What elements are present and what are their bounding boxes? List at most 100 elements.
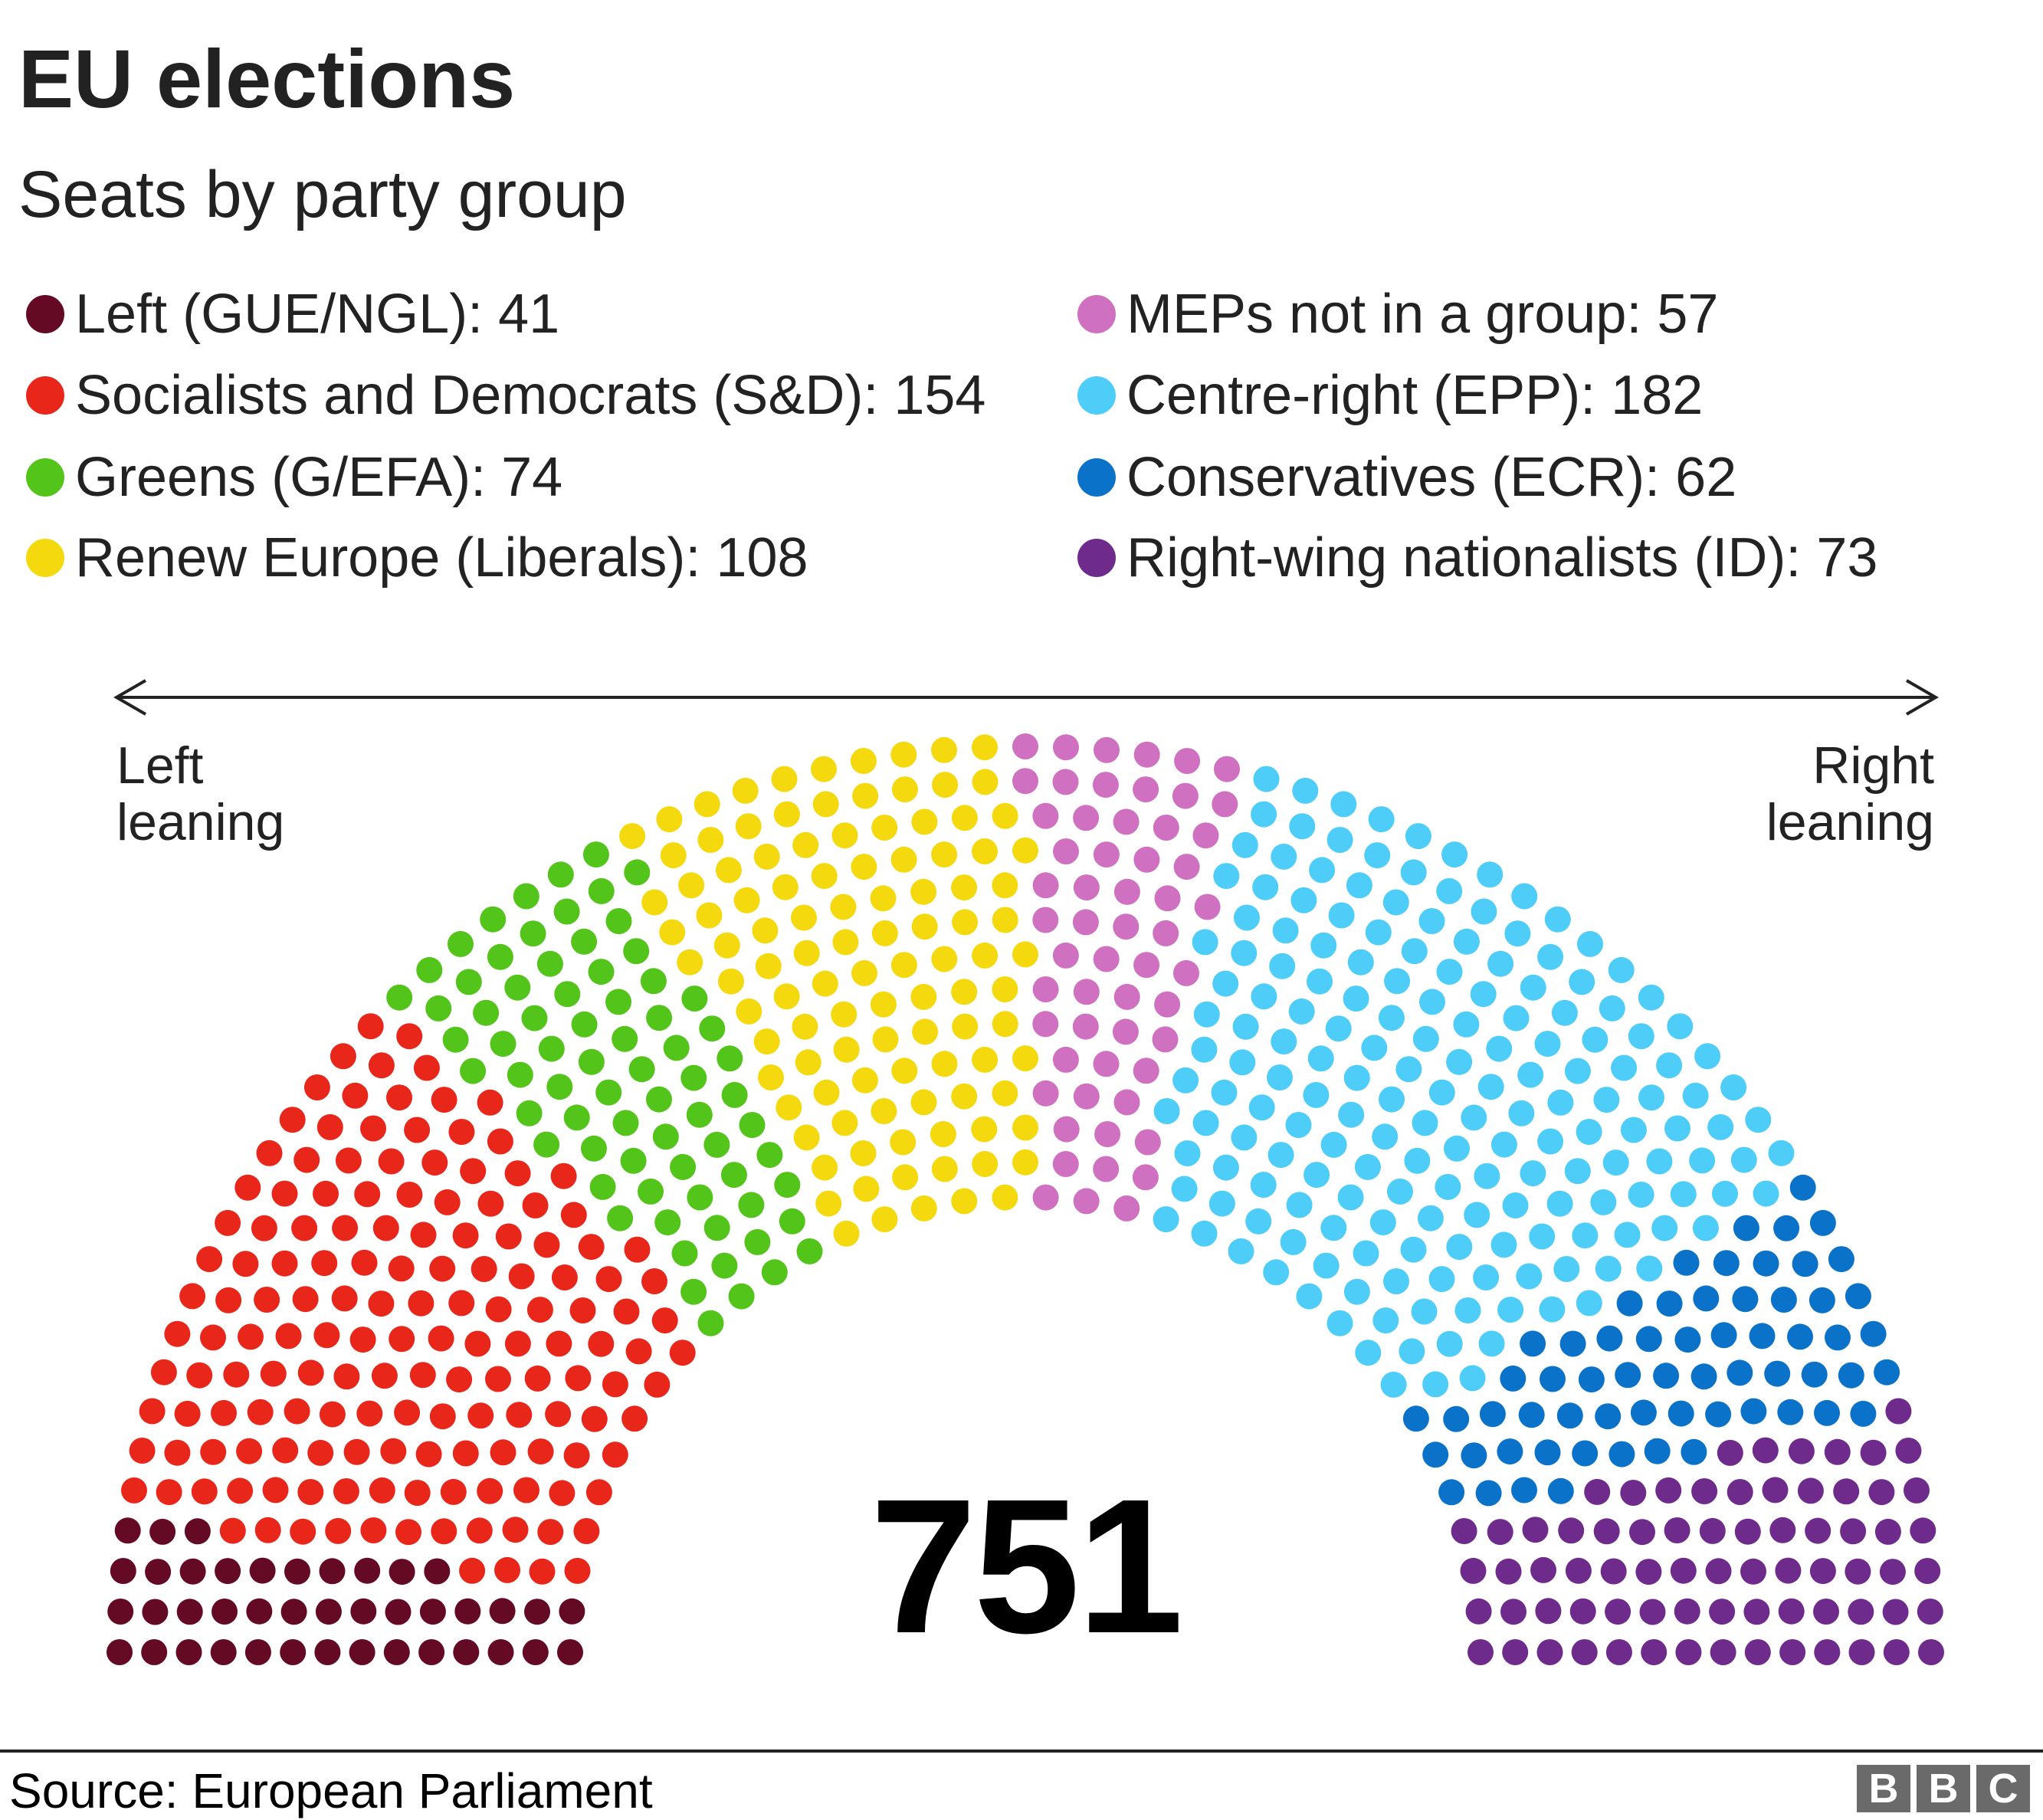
seat-dot xyxy=(389,1326,415,1353)
seat-dot xyxy=(1253,766,1280,792)
seat-dot xyxy=(578,1048,605,1075)
seat-dot xyxy=(489,1598,516,1625)
seat-dot xyxy=(303,1074,330,1100)
seat-dot xyxy=(1564,1158,1591,1185)
seat-dot xyxy=(624,1236,651,1263)
seat-dot xyxy=(440,1478,467,1505)
seat-dot xyxy=(1692,1215,1719,1241)
seat-dot xyxy=(504,1160,531,1187)
seat-dot xyxy=(1093,1051,1120,1077)
seat-dot xyxy=(992,802,1018,829)
seat-dot xyxy=(1012,837,1038,864)
seat-dot xyxy=(697,827,724,853)
seat-dot xyxy=(1280,1228,1307,1255)
legend-label: Greens (G/EFA): 74 xyxy=(75,447,563,508)
seat-dot xyxy=(951,805,978,831)
seat-dot xyxy=(1286,1192,1313,1218)
seat-dot xyxy=(424,1558,451,1585)
seat-dot xyxy=(1497,1297,1524,1323)
seat-dot xyxy=(756,1142,783,1169)
seat-dot xyxy=(1446,1048,1473,1075)
seat-dot xyxy=(425,995,452,1021)
seat-dot xyxy=(1248,1094,1275,1121)
seat-dot xyxy=(1712,1180,1738,1207)
seat-dot xyxy=(1558,1517,1585,1544)
seat-dot xyxy=(454,1598,481,1625)
seat-dot xyxy=(588,877,615,904)
seat-dot xyxy=(1320,1131,1347,1158)
seat-dot xyxy=(1773,1215,1800,1241)
seat-dot xyxy=(1547,1477,1574,1504)
seat-dot xyxy=(212,1599,238,1625)
seat-dot xyxy=(1032,976,1059,1002)
seat-dot xyxy=(1809,1287,1835,1313)
seat-dot xyxy=(1174,1140,1201,1166)
seat-dot xyxy=(477,1089,503,1116)
seat-dot xyxy=(680,1278,707,1305)
seat-dot xyxy=(1012,1149,1038,1176)
seat-dot xyxy=(972,838,998,864)
seat-dot xyxy=(1232,1013,1259,1040)
seat-dot xyxy=(1520,1330,1546,1357)
seat-dot xyxy=(1814,1639,1841,1665)
seat-dot xyxy=(522,1192,549,1218)
seat-dot xyxy=(774,1172,801,1199)
seat-dot xyxy=(773,983,800,1010)
seat-dot xyxy=(1584,1478,1611,1505)
seat-dot xyxy=(1213,863,1240,890)
seat-dot xyxy=(852,782,879,809)
seat-dot xyxy=(623,938,650,965)
seat-dot xyxy=(292,1286,319,1313)
seat-dot xyxy=(1578,1366,1605,1393)
seat-dot xyxy=(1845,1283,1871,1310)
seat-dot xyxy=(452,1440,479,1467)
seat-dot xyxy=(571,1011,598,1038)
seat-dot xyxy=(409,1362,436,1389)
seat-dot xyxy=(646,1005,673,1031)
seat-dot xyxy=(715,857,742,884)
seat-dot xyxy=(1879,1559,1906,1586)
seat-dot xyxy=(1502,1639,1529,1665)
seat-dot xyxy=(1113,913,1140,940)
seat-dot xyxy=(1272,917,1299,944)
seat-dot xyxy=(554,981,581,1008)
seat-dot xyxy=(971,1116,998,1143)
seat-dot xyxy=(553,898,580,925)
seat-dot xyxy=(696,902,723,929)
seat-dot xyxy=(1840,1518,1867,1545)
seat-dot xyxy=(1459,1365,1486,1392)
seat-dot xyxy=(1641,1639,1668,1665)
seat-dot xyxy=(487,1128,513,1155)
seat-dot xyxy=(761,1259,788,1286)
seat-dot xyxy=(1212,791,1238,818)
seats xyxy=(107,733,1944,1665)
seat-dot xyxy=(1777,1399,1804,1425)
seat-dot xyxy=(1343,985,1369,1012)
seat-dot xyxy=(1231,1124,1258,1151)
seat-dot xyxy=(293,1146,320,1173)
seat-dot xyxy=(812,970,838,997)
seat-dot xyxy=(428,1325,454,1352)
seat-dot xyxy=(349,1639,375,1665)
seat-dot xyxy=(316,1113,343,1140)
seat-dot xyxy=(1664,1115,1690,1142)
seat-dot xyxy=(1173,959,1199,986)
arrow-left-head xyxy=(113,679,147,716)
seat-dot xyxy=(1828,1246,1854,1273)
seat-dot xyxy=(890,741,917,768)
seat-dot xyxy=(1474,1163,1500,1189)
seat-dot xyxy=(1595,1403,1622,1430)
seat-dot xyxy=(952,909,979,936)
seat-dot xyxy=(931,1051,958,1077)
seat-dot xyxy=(1380,1371,1407,1398)
seat-dot xyxy=(1422,1441,1449,1468)
right-leaning-line1: Right xyxy=(1812,736,1934,795)
seat-dot xyxy=(1303,1081,1330,1108)
seat-dot xyxy=(1564,1058,1591,1084)
seat-dot xyxy=(1732,1286,1759,1313)
seat-dot xyxy=(1473,1264,1500,1290)
seat-dot xyxy=(1405,823,1431,850)
seat-dot xyxy=(145,1559,172,1586)
seat-dot xyxy=(442,1026,469,1053)
seat-dot xyxy=(1402,1405,1429,1432)
